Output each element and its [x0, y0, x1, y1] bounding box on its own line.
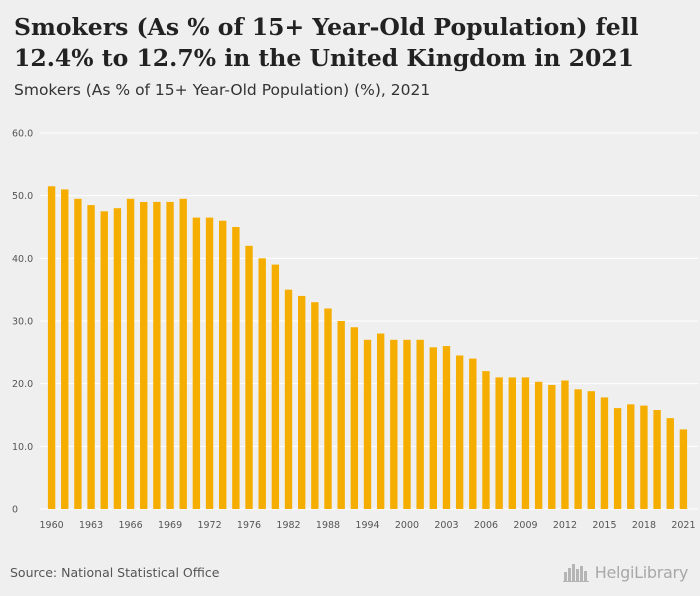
bar-1996: [376, 333, 385, 509]
bar-1967: [140, 201, 148, 509]
x-tick-label: 1982: [276, 520, 300, 531]
bar-2013: [574, 389, 582, 509]
helgi-library-logo: HelgiLibrary: [562, 560, 689, 584]
bar-1960: [47, 186, 56, 509]
bar-1988: [324, 308, 332, 509]
bar-1998: [390, 339, 398, 509]
bar-1974: [232, 227, 240, 509]
x-tick-label: 1969: [158, 520, 182, 531]
bar-2016: [613, 408, 622, 509]
bar-1965: [113, 208, 122, 509]
y-tick-label: 60.0: [12, 129, 33, 140]
x-tick-label: 1988: [316, 520, 340, 531]
bar-2002: [429, 347, 437, 509]
bar-1966: [126, 198, 135, 510]
y-tick-label: 0: [12, 505, 18, 516]
y-tick-label: 50.0: [12, 191, 33, 202]
x-tick-label: 1960: [39, 520, 63, 531]
x-tick-label: 2021: [671, 520, 695, 531]
x-tick-label: 2009: [513, 520, 537, 531]
x-tick-label: 1966: [118, 520, 142, 531]
bar-1992: [350, 327, 359, 509]
bar-1961: [61, 189, 69, 509]
bar-1962: [74, 198, 82, 510]
bar-2018: [640, 405, 648, 509]
bar-2017: [627, 404, 635, 509]
bar-2001: [416, 339, 424, 509]
x-tick-label: 2018: [632, 520, 656, 531]
bar-2011: [548, 384, 556, 509]
bar-2012: [561, 380, 569, 509]
bar-2005: [469, 358, 477, 509]
y-tick-label: 10.0: [12, 442, 33, 453]
bar-1984: [298, 295, 306, 509]
bar-2019: [653, 409, 661, 509]
y-tick-label: 30.0: [12, 317, 33, 328]
bar-2006: [482, 371, 490, 509]
x-tick-label: 2000: [395, 520, 419, 531]
bar-1973: [219, 220, 227, 509]
chart-header: Smokers (As % of 15+ Year-Old Population…: [0, 0, 700, 113]
bar-1994: [363, 339, 372, 509]
bar-2004: [455, 355, 464, 509]
bar-1976: [245, 245, 253, 510]
x-tick-label: 1994: [355, 520, 379, 531]
bar-1963: [87, 205, 95, 509]
logo-text: HelgiLibrary: [594, 562, 689, 582]
x-tick-label: 2012: [553, 520, 577, 531]
bar-2010: [534, 381, 543, 509]
bar-1971: [192, 217, 201, 509]
bar-1978: [258, 258, 266, 509]
city-skyline-icon: [562, 564, 589, 582]
bar-2009: [521, 377, 530, 509]
bar-2015: [600, 397, 609, 509]
source-note: Source: National Statistical Office: [10, 565, 220, 580]
plot-area: 0 10.0 20.0 30.0 40.0 50.0 60.0 1960 1963 1966 19…: [0, 113, 700, 533]
x-tick-label: 1972: [197, 520, 221, 531]
bar-1990: [337, 321, 345, 509]
bar-2007: [495, 377, 503, 509]
x-tick-label: 2003: [434, 520, 458, 531]
bar-1986: [311, 302, 319, 509]
bar-1968: [153, 201, 161, 509]
bar-1980: [271, 264, 280, 509]
x-tick-label: 1963: [79, 520, 103, 531]
y-tick-label: 20.0: [12, 379, 33, 390]
bar-1972: [205, 217, 214, 509]
chart-title: Smokers (As % of 15+ Year-Old Population…: [14, 13, 639, 72]
chart-subtitle: Smokers (As % of 15+ Year-Old Population…: [14, 81, 431, 99]
x-tick-label: 1976: [237, 520, 261, 531]
bar-chart: 0 10.0 20.0 30.0 40.0 50.0 60.0 1960 1963 1966 19…: [12, 129, 698, 531]
bar-2003: [442, 346, 451, 509]
x-tick-label: 2015: [592, 520, 616, 531]
bar-1982: [284, 289, 293, 509]
bar-2020: [666, 418, 674, 509]
bar-1970: [179, 198, 187, 510]
chart-footer: Source: National Statistical Office Helg…: [0, 533, 700, 596]
bar-2000: [403, 339, 411, 509]
bar-2008: [508, 377, 516, 509]
bar-2014: [587, 391, 595, 509]
bar-1964: [100, 211, 108, 509]
x-tick-label: 2006: [474, 520, 498, 531]
y-tick-label: 40.0: [12, 254, 33, 265]
bar-1969: [166, 201, 174, 509]
bar-2021: [679, 429, 688, 509]
